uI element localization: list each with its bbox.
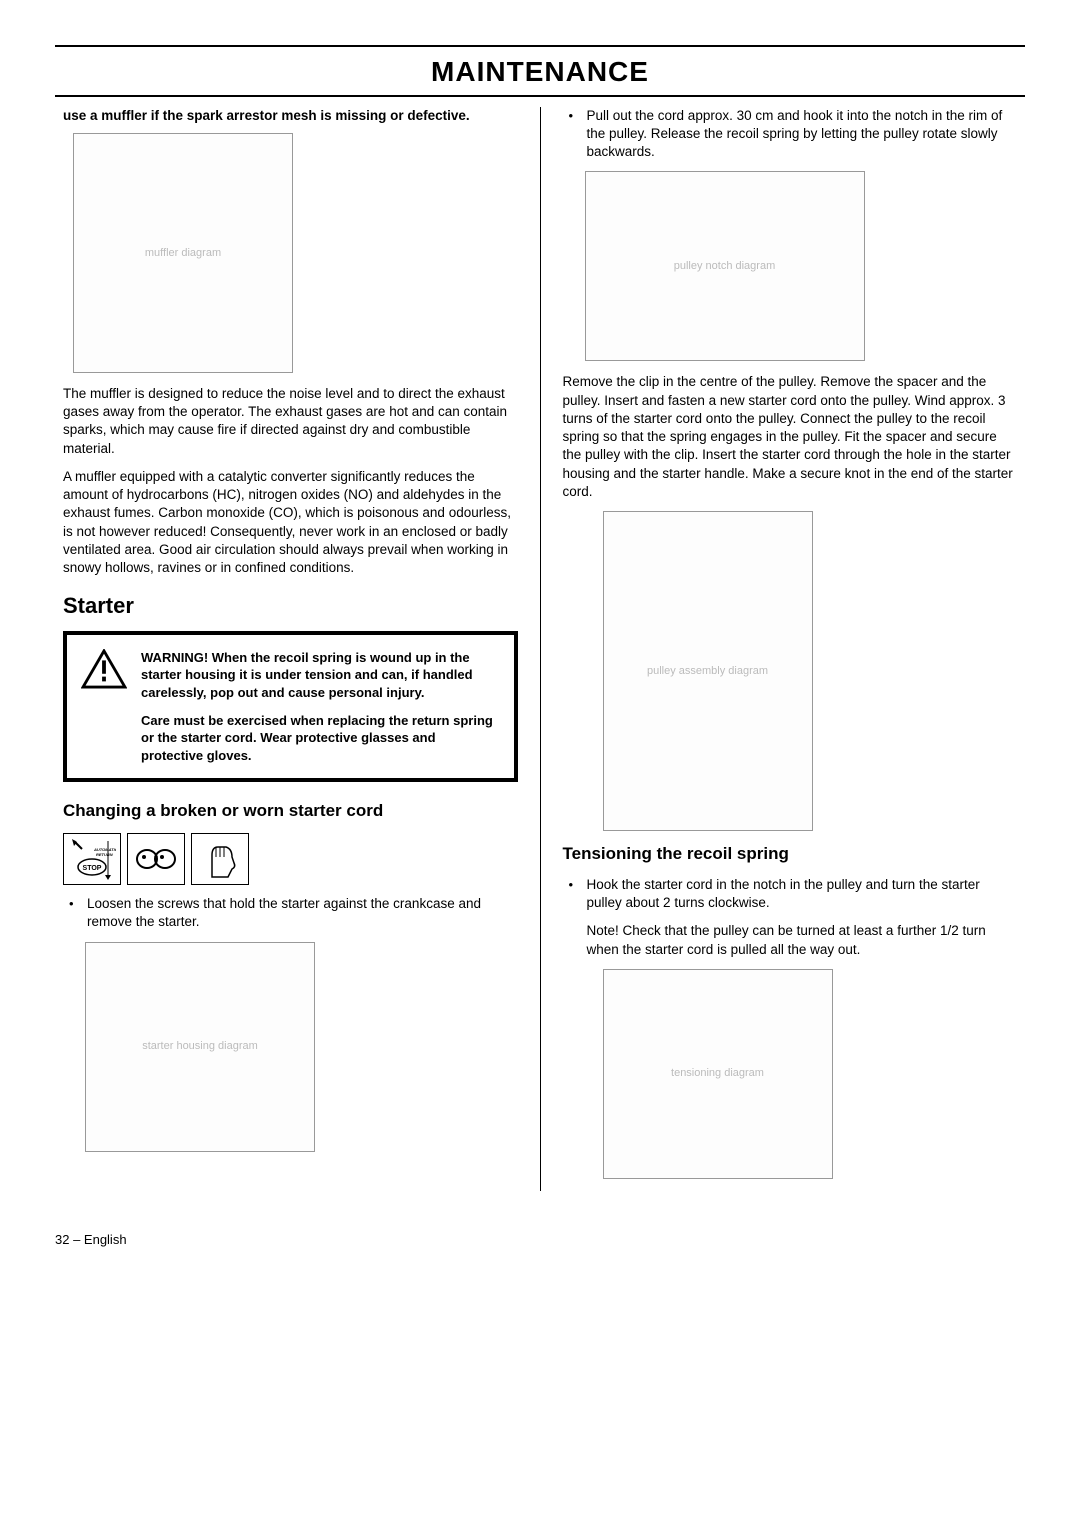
right-column: Pull out the cord approx. 30 cm and hook… bbox=[541, 107, 1026, 1191]
pulley-notch-illustration: pulley notch diagram bbox=[585, 171, 865, 361]
warning-icon bbox=[81, 649, 127, 764]
tension-subheading: Tensioning the recoil spring bbox=[563, 843, 1018, 866]
cord-step-1: Loosen the screws that hold the starter … bbox=[63, 895, 518, 931]
warning-paragraph-2: Care must be exercised when replacing th… bbox=[141, 712, 498, 765]
tension-step-1: Hook the starter cord in the notch in th… bbox=[563, 876, 1018, 912]
warning-paragraph-1: WARNING! When the recoil spring is wound… bbox=[141, 649, 498, 702]
starter-heading: Starter bbox=[63, 591, 518, 621]
cord-subheading: Changing a broken or worn starter cord bbox=[63, 800, 518, 823]
tension-spring-illustration: tensioning diagram bbox=[603, 969, 833, 1179]
svg-text:STOP: STOP bbox=[83, 865, 102, 872]
gloves-icon bbox=[191, 833, 249, 885]
remove-clip-paragraph: Remove the clip in the centre of the pul… bbox=[563, 373, 1018, 501]
warning-text: WARNING! When the recoil spring is wound… bbox=[141, 649, 498, 764]
under-rule bbox=[55, 95, 1025, 97]
goggles-icon bbox=[127, 833, 185, 885]
content-columns: use a muffler if the spark arrestor mesh… bbox=[55, 107, 1025, 1191]
page-footer: 32 – English bbox=[55, 1231, 1025, 1249]
muffler-paragraph-1: The muffler is designed to reduce the no… bbox=[63, 385, 518, 458]
svg-text:RETURN: RETURN bbox=[96, 852, 113, 857]
top-rule bbox=[55, 45, 1025, 47]
muffler-paragraph-2: A muffler equipped with a catalytic conv… bbox=[63, 468, 518, 577]
left-column: use a muffler if the spark arrestor mesh… bbox=[55, 107, 541, 1191]
starter-remove-illustration: starter housing diagram bbox=[85, 942, 315, 1152]
muffler-lead-text: use a muffler if the spark arrestor mesh… bbox=[63, 107, 518, 125]
cord-steps-list: Loosen the screws that hold the starter … bbox=[63, 895, 518, 931]
muffler-illustration: muffler diagram bbox=[73, 133, 293, 373]
safety-icons-row: STOP AUTOMATIC RETURN bbox=[63, 833, 518, 885]
warning-box: WARNING! When the recoil spring is wound… bbox=[63, 631, 518, 782]
stop-icon: STOP AUTOMATIC RETURN bbox=[63, 833, 121, 885]
pull-cord-list: Pull out the cord approx. 30 cm and hook… bbox=[563, 107, 1018, 162]
pull-cord-step: Pull out the cord approx. 30 cm and hook… bbox=[563, 107, 1018, 162]
page-title: MAINTENANCE bbox=[55, 53, 1025, 91]
pulley-assembly-illustration: pulley assembly diagram bbox=[603, 511, 813, 831]
tension-note: Note! Check that the pulley can be turne… bbox=[563, 922, 1018, 958]
tension-steps-list: Hook the starter cord in the notch in th… bbox=[563, 876, 1018, 912]
